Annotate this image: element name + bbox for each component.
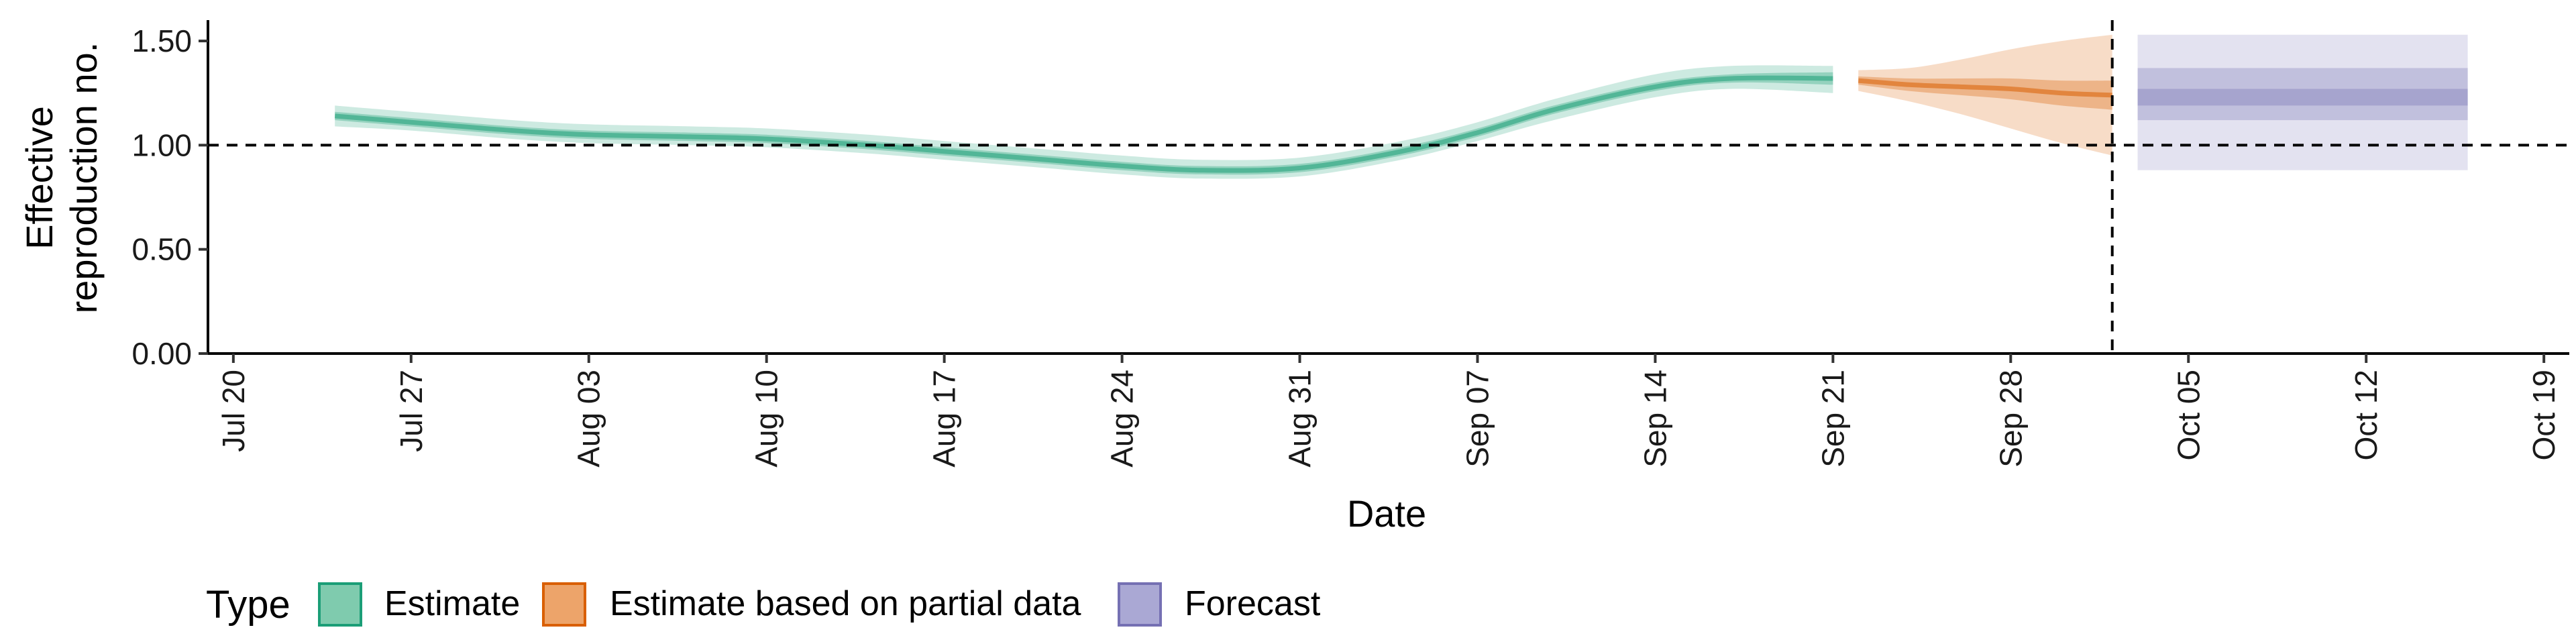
- legend-key-estimate: [318, 582, 362, 627]
- x-tick-label: Sep 28: [1993, 370, 2028, 468]
- axis-ticks: 0.00 0.50 1.00 1.50 Jul 20 Jul 27 Aug 03 Aug 10…: [131, 23, 2561, 468]
- legend-title: Type: [206, 583, 290, 627]
- y-tick-label: 0.50: [131, 232, 192, 267]
- y-tick-label: 0.00: [131, 336, 192, 371]
- y-tick-label: 1.00: [131, 127, 192, 162]
- x-tick-label: Oct 12: [2349, 370, 2383, 461]
- x-tick-label: Aug 03: [572, 370, 606, 468]
- y-axis-title: Effective reproduction no.: [18, 42, 105, 314]
- legend-label-estimate: Estimate: [384, 584, 520, 623]
- legend-label-forecast: Forecast: [1185, 584, 1321, 623]
- x-tick-label: Sep 14: [1638, 370, 1672, 468]
- plot-area: [208, 20, 2569, 354]
- x-tick-label: Oct 19: [2526, 370, 2561, 461]
- x-axis-title: Date: [1347, 492, 1426, 535]
- legend-key-forecast: [1118, 582, 1162, 627]
- forecast-band-50: [2137, 68, 2468, 121]
- axes: [207, 20, 2569, 355]
- estimate-based-on-partial-data-band-90: [1858, 34, 2112, 156]
- x-tick-label: Sep 07: [1460, 370, 1495, 468]
- y-axis-title-line-1: Effective: [18, 106, 60, 250]
- x-tick-label: Aug 17: [927, 370, 962, 468]
- series-estimate: [334, 65, 1833, 179]
- series-estimate-based-on-partial-data: [1858, 34, 2112, 156]
- y-axis-title-line-2: reproduction no.: [62, 42, 105, 314]
- legend: Type Estimate Estimate based on partial …: [206, 582, 1321, 627]
- series-forecast: [2137, 34, 2468, 170]
- estimate-based-on-partial-data-median-line: [1858, 78, 2112, 98]
- legend-label-partial-estimate: Estimate based on partial data: [610, 584, 1081, 623]
- estimate-median-line: [334, 75, 1833, 173]
- x-tick-label: Aug 10: [749, 370, 784, 468]
- x-tick-label: Jul 20: [216, 370, 251, 452]
- y-tick-label: 1.50: [131, 23, 192, 58]
- x-tick-label: Oct 05: [2171, 370, 2206, 461]
- x-tick-label: Jul 27: [394, 370, 429, 452]
- x-tick-label: Sep 21: [1815, 370, 1850, 468]
- forecast-band-90: [2137, 34, 2468, 170]
- forecast-median-band: [2137, 89, 2468, 106]
- legend-key-partial-estimate: [542, 582, 586, 627]
- x-tick-label: Aug 31: [1283, 370, 1318, 468]
- x-tick-label: Aug 24: [1105, 370, 1140, 468]
- estimate-band-90: [335, 65, 1833, 179]
